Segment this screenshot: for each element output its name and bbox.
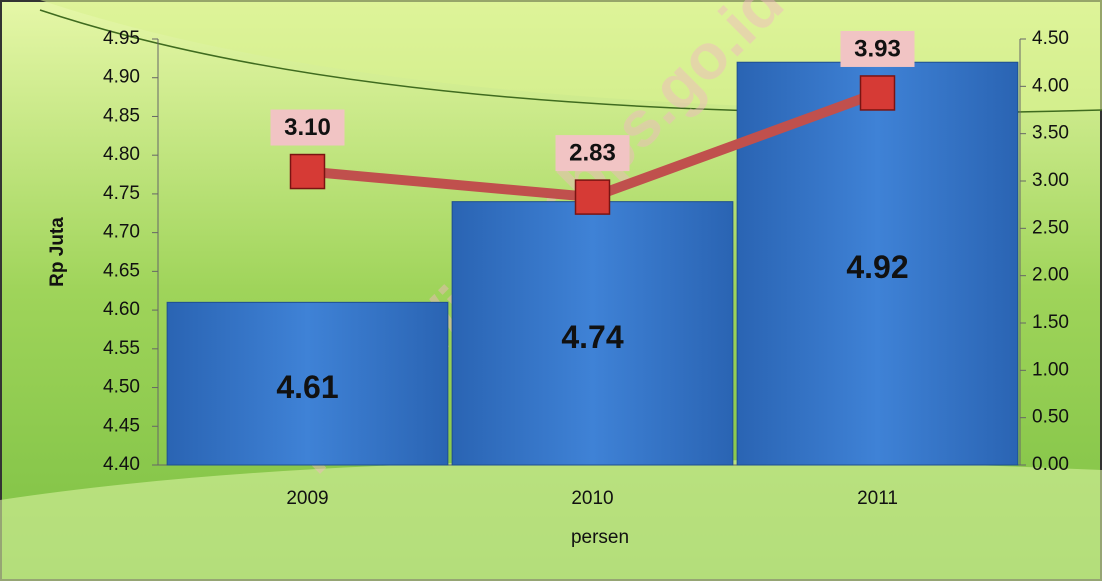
y-tick-label: 4.95	[103, 28, 140, 49]
y-axis-label: Rp Juta	[47, 217, 68, 287]
x-axis-label: persen	[571, 527, 629, 548]
y2-tick-label: 1.00	[1032, 359, 1069, 380]
line-value-label: 2.83	[569, 139, 616, 166]
x-tick-label: 2009	[286, 488, 328, 509]
y-tick-label: 4.60	[103, 299, 140, 320]
y-tick-label: 4.40	[103, 454, 140, 475]
y2-tick-label: 1.50	[1032, 312, 1069, 333]
y2-tick-label: 0.00	[1032, 454, 1069, 475]
decor	[0, 460, 1102, 581]
y2-tick-label: 2.00	[1032, 265, 1069, 286]
line-value-label: 3.93	[854, 35, 901, 62]
marker	[289, 153, 326, 190]
bar-value-label: 4.61	[276, 369, 338, 405]
y-tick-label: 4.70	[103, 222, 140, 243]
y2-tick-label: 0.50	[1032, 407, 1069, 428]
y-tick-label: 4.80	[103, 144, 140, 165]
y-tick-label: 4.65	[103, 260, 140, 281]
line-value-label: 3.10	[284, 114, 331, 141]
bar	[451, 201, 734, 466]
y2-tick-label: 4.50	[1032, 28, 1069, 49]
label-box	[555, 135, 630, 172]
y2-tick-label: 3.00	[1032, 170, 1069, 191]
x-tick-label: 2011	[857, 488, 898, 509]
y-tick-label: 4.75	[103, 183, 140, 204]
bar	[166, 301, 449, 466]
bar-value-label: 4.92	[846, 249, 908, 285]
x-tick-label: 2010	[571, 488, 613, 509]
y-tick-label: 4.50	[103, 377, 140, 398]
label-box	[840, 30, 915, 67]
bar-value-label: 4.74	[561, 319, 623, 355]
y2-tick-label: 3.50	[1032, 123, 1069, 144]
y2-tick-label: 4.00	[1032, 75, 1069, 96]
marker	[574, 179, 611, 215]
y-tick-label: 4.55	[103, 338, 140, 359]
marker	[859, 75, 896, 111]
label-box	[270, 109, 345, 146]
y2-tick-label: 2.50	[1032, 217, 1069, 238]
y-tick-label: 4.85	[103, 105, 140, 126]
y-tick-label: 4.45	[103, 415, 140, 436]
y-tick-label: 4.90	[103, 67, 140, 88]
